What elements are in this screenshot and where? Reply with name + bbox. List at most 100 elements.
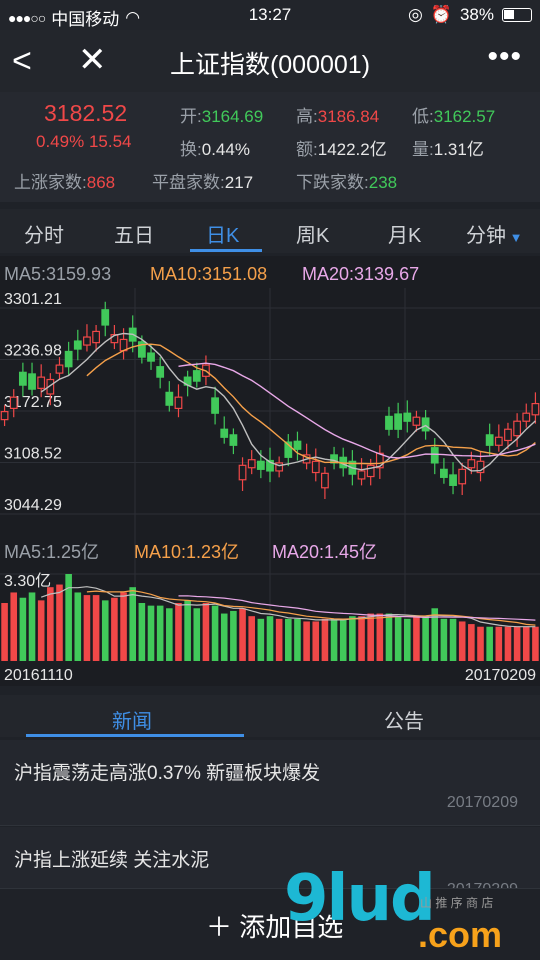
up-count: 上涨家数:868 [14,173,116,192]
more-icon[interactable]: ••• [487,40,522,73]
volume-bar [220,613,228,661]
candle-body [266,459,274,472]
candle-body [458,468,467,485]
bottom-bar: ＋ 添加自选 [0,888,540,960]
candle-body [531,402,540,416]
add-watchlist-button[interactable]: ＋ 添加自选 [206,912,344,942]
volume-bar [28,592,36,661]
ma5-volume: MA5:1.25亿 [4,542,100,562]
clock: 13:27 [248,5,292,24]
candle-body [83,336,91,346]
volume-bar [65,574,72,661]
candle-body [211,397,219,414]
y-tick-label: 3236.98 [4,343,62,360]
kline-chart[interactable]: MA5:3159.93 MA10:3151.08 MA20:3139.67 33… [0,256,540,686]
battery-icon [502,8,532,22]
volume-bar [349,616,356,661]
candle-body [165,391,174,406]
quote-panel: 3182.52 0.49% 15.54 开:3164.69 高:3186.84 … [0,92,540,202]
flat-count: 平盘家数:217 [152,173,254,192]
volume-bar [111,597,118,661]
volume-bar [431,608,439,661]
volume-bar [458,621,466,661]
volume-bar [230,610,237,661]
volume-max-label: 3.30亿 [4,572,51,590]
news-title: 沪指上涨延续 关注水泥 [14,850,210,871]
volume-bar [56,584,63,661]
tab-weekly-k[interactable]: 周K [296,225,330,247]
tab-daily-k[interactable]: 日K [206,225,240,247]
watermark-logo: 9lud [284,862,436,936]
candle-body [394,413,403,430]
active-tab-indicator [190,249,262,252]
volume-bar [477,626,484,661]
volume-bar [92,595,100,661]
candle-body [311,460,320,474]
candle-body [485,434,494,446]
candle-body [73,340,82,350]
tab-intraday[interactable]: 分时 [24,225,64,247]
news-tab-indicator [26,734,244,737]
tab-announcements[interactable]: 公告 [384,711,424,733]
volume-bar [211,605,219,661]
volume-bar [495,626,503,661]
plus-icon: ＋ [206,912,240,942]
candle-body [92,330,100,344]
tab-five-day[interactable]: 五日 [114,225,154,247]
volume-bar [166,608,173,661]
volume-bar [1,603,8,661]
volume-bar [422,616,429,661]
tab-monthly-k[interactable]: 月K [388,225,422,247]
volume-bar [175,603,182,661]
news-item[interactable]: 沪指震荡走高涨0.37% 新疆板块爆发 20170209 [0,740,540,826]
x-start-label: 20161110 [4,667,73,684]
dropdown-icon: ▼ [506,230,523,245]
candle-body [238,464,247,481]
candle-body [137,341,146,358]
candle-body [385,415,393,430]
close-icon[interactable]: ✕ [78,41,107,79]
volume-bar [367,613,374,661]
volume-bar [413,616,420,661]
candle-body [192,370,201,382]
volume-bar [330,618,338,661]
lock-rotation-icon: ◎ [407,5,423,24]
candle-body [55,364,64,374]
candle-body [449,474,457,486]
candle-body [357,470,366,480]
volume-bar [193,608,201,661]
carrier: 中国移动 [51,10,120,29]
amount-field: 额:1422.2亿 [296,140,387,159]
y-tick-label: 3301.21 [4,291,62,308]
y-tick-label: 3044.29 [4,497,62,514]
volume-bar [312,621,320,661]
candle-body [421,417,430,432]
candlestick-svg: 3301.21 3236.98 3172.75 3108.52 3044.29 3.30亿… [0,288,540,684]
volume-bar [156,605,164,661]
tab-news[interactable]: 新闻 [112,711,152,733]
volume-bar [37,600,45,661]
signal-icon: ●●●○○ [8,9,46,26]
back-icon[interactable]: < [12,42,32,80]
ma5-price: MA5:3159.93 [4,264,112,284]
volume-bar [266,616,274,661]
volume-bar [504,626,512,661]
volume-bar [184,600,191,661]
tab-minute[interactable]: 分钟 ▼ [466,225,523,247]
battery-percent: 38% [459,5,494,24]
volume-bar [394,616,402,661]
volume-bar [101,600,109,661]
candle-body [403,412,412,422]
price-change: 0.49% 15.54 [36,132,132,151]
page-title: 上证指数(000001) [169,51,371,79]
volume-bar [339,618,347,661]
candle-body [156,366,165,378]
candle-body [220,428,229,438]
volume-bar [275,618,283,661]
alarm-icon: ⏰ [430,5,452,24]
volume-bar [47,587,54,661]
volume-bar [202,603,210,661]
candle-body [467,459,476,469]
candle-body [284,441,293,458]
volume-bar [74,592,82,661]
